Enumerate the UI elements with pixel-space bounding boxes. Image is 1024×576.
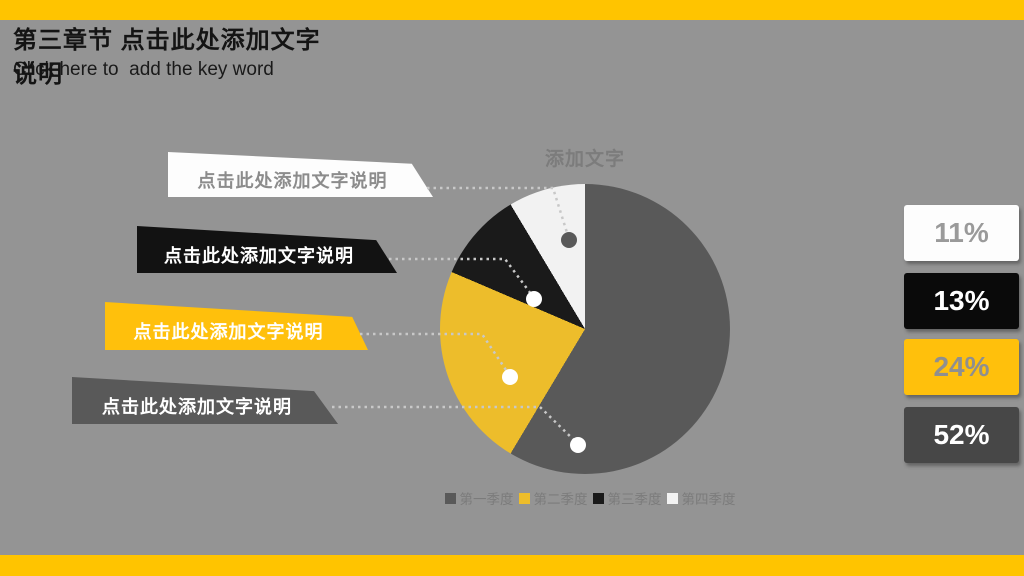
percent-box-11-label: 11% xyxy=(934,217,989,248)
marker-dot-quarter4 xyxy=(561,232,577,248)
leader-line-quarter1 xyxy=(332,405,579,445)
legend-item-quarter2: 第二季度 xyxy=(518,488,588,508)
chart-title: 添加文字 xyxy=(544,149,625,170)
legend-label-quarter3: 第三季度 xyxy=(607,492,662,507)
legend-label-quarter1: 第一季度 xyxy=(459,492,514,507)
leader-line-quarter3 xyxy=(389,257,536,299)
callout-quarter1-gray: 点击此处添加文字说明 xyxy=(72,377,338,424)
legend-item-quarter1: 第一季度 xyxy=(444,488,514,508)
percent-box-52: 52% xyxy=(904,407,1019,463)
callout-quarter1-label: 点击此处添加文字说明 xyxy=(102,396,292,417)
percent-box-24-label: 24% xyxy=(933,351,990,382)
leader-line-group xyxy=(332,186,579,445)
marker-dot-quarter2 xyxy=(502,369,518,385)
leader-lines xyxy=(332,186,586,453)
slide-title-line1: 第三章节 点击此处添加文字 xyxy=(13,27,321,54)
title-block: 第三章节 点击此处添加文字 Click here to add the key … xyxy=(13,26,433,88)
percent-box-11: 11% xyxy=(904,205,1019,261)
legend-label-quarter2: 第二季度 xyxy=(533,492,588,507)
callout-quarter3-label: 点击此处添加文字说明 xyxy=(164,245,354,266)
legend-item-quarter3: 第三季度 xyxy=(592,488,662,508)
callout-quarter2-label: 点击此处添加文字说明 xyxy=(133,322,324,342)
legend-swatch-quarter1 xyxy=(444,492,456,504)
bottom-accent-bar xyxy=(0,555,1024,576)
legend-label-quarter4: 第四季度 xyxy=(681,492,736,507)
legend-swatch-quarter3 xyxy=(592,492,604,504)
percent-box-13-label: 13% xyxy=(933,285,990,316)
leader-line-quarter4 xyxy=(427,186,571,240)
callout-quarter3-black: 点击此处添加文字说明 xyxy=(137,226,397,273)
leader-line-quarter2 xyxy=(360,332,512,377)
legend-swatch-quarter4 xyxy=(666,492,678,504)
legend-swatch-quarter2 xyxy=(518,492,530,504)
percent-box-52-label: 52% xyxy=(933,419,990,450)
chart-legend: 第一季度 第二季度 第三季度 第四季度 xyxy=(380,488,800,508)
top-accent-bar xyxy=(0,0,1024,20)
percent-box-13: 13% xyxy=(904,273,1019,329)
legend-item-quarter4: 第四季度 xyxy=(666,488,736,508)
percent-box-24: 24% xyxy=(904,339,1019,395)
slide-subtitle-english: Click here to add the key word xyxy=(13,59,274,80)
callout-quarter4-label: 点击此处添加文字说明 xyxy=(197,170,388,191)
slide-title-line2-cn: 说明 xyxy=(13,61,63,88)
marker-dot-quarter1 xyxy=(570,437,586,453)
slide-title-line2: Click here to add the key word 说明 xyxy=(13,56,433,88)
marker-dot-quarter3 xyxy=(526,291,542,307)
pie-chart xyxy=(440,184,730,474)
